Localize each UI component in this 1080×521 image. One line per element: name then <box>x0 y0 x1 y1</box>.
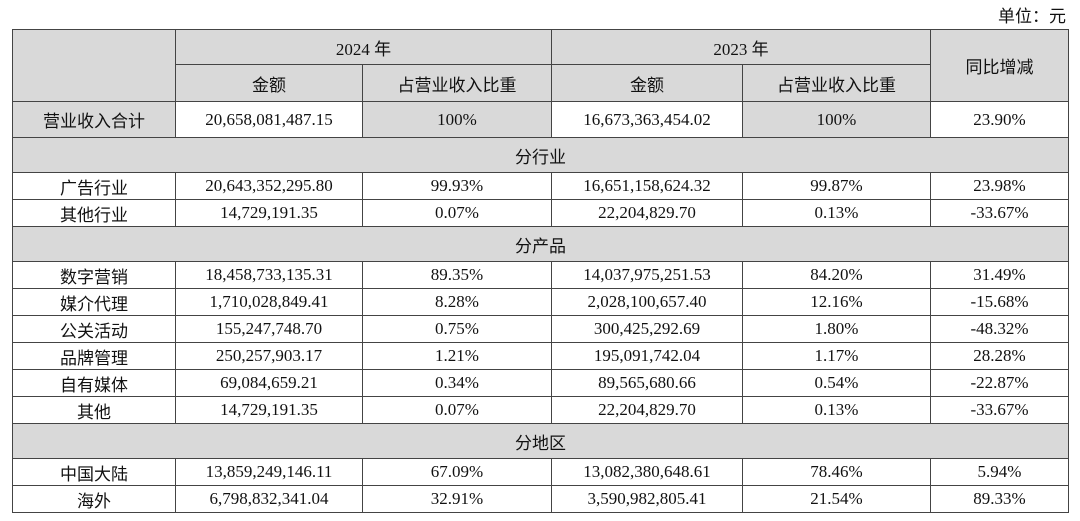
cell: 89,565,680.66 <box>551 369 743 397</box>
header-cell: 金额 <box>551 64 743 102</box>
cell: -22.87% <box>930 369 1069 397</box>
cell: 0.07% <box>362 199 552 227</box>
data-row: 媒介代理 1,710,028,849.41 8.28% 2,028,100,657.4… <box>12 288 1069 316</box>
data-row: 数字营销 18,458,733,135.31 89.35% 14,037,975,25… <box>12 261 1069 289</box>
cell: 99.87% <box>742 172 931 200</box>
cell: 1.21% <box>362 342 552 370</box>
cell: 78.46% <box>742 458 931 486</box>
cell: 18,458,733,135.31 <box>175 261 363 289</box>
row-label: 海外 <box>12 485 176 513</box>
cell: 22,204,829.70 <box>551 396 743 424</box>
cell: 0.34% <box>362 369 552 397</box>
cell: 12.16% <box>742 288 931 316</box>
data-row: 其他 14,729,191.35 0.07% 22,204,829.70 0.13% -3… <box>12 396 1069 424</box>
row-label: 公关活动 <box>12 315 176 343</box>
header-cell: 占营业收入比重 <box>362 64 552 102</box>
cell: -48.32% <box>930 315 1069 343</box>
cell: 20,658,081,487.15 <box>175 101 363 138</box>
row-label: 中国大陆 <box>12 458 176 486</box>
data-row: 公关活动 155,247,748.70 0.75% 300,425,292.69 1.8… <box>12 315 1069 343</box>
cell: 100% <box>742 101 931 138</box>
cell: 1.17% <box>742 342 931 370</box>
cell: 13,859,249,146.11 <box>175 458 363 486</box>
header-cell: 金额 <box>175 64 363 102</box>
row-label: 其他 <box>12 396 176 424</box>
cell: 6,798,832,341.04 <box>175 485 363 513</box>
cell: 28.28% <box>930 342 1069 370</box>
cell: 13,082,380,648.61 <box>551 458 743 486</box>
cell: 14,729,191.35 <box>175 396 363 424</box>
cell: 14,037,975,251.53 <box>551 261 743 289</box>
data-row: 营业收入合计 20,658,081,487.15 100% 16,673,363,45… <box>12 101 1069 138</box>
header-cell: 2024 年 <box>175 29 552 65</box>
cell: -15.68% <box>930 288 1069 316</box>
cell: 0.13% <box>742 199 931 227</box>
cell: 155,247,748.70 <box>175 315 363 343</box>
cell: 31.49% <box>930 261 1069 289</box>
section-row: 分产品 <box>12 226 1069 262</box>
cell: 300,425,292.69 <box>551 315 743 343</box>
cell: -33.67% <box>930 199 1069 227</box>
unit-label: 单位：元 <box>998 7 1066 26</box>
row-label: 广告行业 <box>12 172 176 200</box>
data-row: 广告行业 20,643,352,295.80 99.93% 16,651,158,62… <box>12 172 1069 200</box>
cell: 14,729,191.35 <box>175 199 363 227</box>
cell: 89.35% <box>362 261 552 289</box>
header-cell: 2023 年 <box>551 29 931 65</box>
cell: 2,028,100,657.40 <box>551 288 743 316</box>
cell: 32.91% <box>362 485 552 513</box>
cell: 16,651,158,624.32 <box>551 172 743 200</box>
cell: 250,257,903.17 <box>175 342 363 370</box>
row-label: 媒介代理 <box>12 288 176 316</box>
cell: 1.80% <box>742 315 931 343</box>
cell: 23.90% <box>930 101 1069 138</box>
cell: 0.75% <box>362 315 552 343</box>
data-row: 自有媒体 69,084,659.21 0.34% 89,565,680.66 0.54%… <box>12 369 1069 397</box>
cell: 1,710,028,849.41 <box>175 288 363 316</box>
cell: 69,084,659.21 <box>175 369 363 397</box>
row-label: 其他行业 <box>12 199 176 227</box>
cell: 89.33% <box>930 485 1069 513</box>
cell: 23.98% <box>930 172 1069 200</box>
cell: 20,643,352,295.80 <box>175 172 363 200</box>
row-label: 自有媒体 <box>12 369 176 397</box>
cell: 3,590,982,805.41 <box>551 485 743 513</box>
cell: -33.67% <box>930 396 1069 424</box>
cell: 21.54% <box>742 485 931 513</box>
cell: 99.93% <box>362 172 552 200</box>
cell: 0.07% <box>362 396 552 424</box>
table-body: 2024 年 2023 年 同比增减 金额 占营业收入比重 金额 占营业收入比重… <box>12 29 1069 513</box>
cell: 0.54% <box>742 369 931 397</box>
cell: 67.09% <box>362 458 552 486</box>
cell: 100% <box>362 101 552 138</box>
cell: 22,204,829.70 <box>551 199 743 227</box>
row-label: 品牌管理 <box>12 342 176 370</box>
data-row: 其他行业 14,729,191.35 0.07% 22,204,829.70 0.13%… <box>12 199 1069 227</box>
section-row: 分地区 <box>12 423 1069 459</box>
cell: 8.28% <box>362 288 552 316</box>
row-label: 营业收入合计 <box>12 101 176 138</box>
header-row: 金额 占营业收入比重 金额 占营业收入比重 <box>13 64 1069 102</box>
cell: 16,673,363,454.02 <box>551 101 743 138</box>
header-cell: 占营业收入比重 <box>742 64 931 102</box>
section-row: 分行业 <box>12 137 1069 173</box>
section-cell: 分行业 <box>12 137 1069 173</box>
data-row: 品牌管理 250,257,903.17 1.21% 195,091,742.04 1.1… <box>12 342 1069 370</box>
row-label: 数字营销 <box>12 261 176 289</box>
cell: 5.94% <box>930 458 1069 486</box>
section-cell: 分地区 <box>12 423 1069 459</box>
data-row: 海外 6,798,832,341.04 32.91% 3,590,982,805.41… <box>12 485 1069 513</box>
data-row: 中国大陆 13,859,249,146.11 67.09% 13,082,380,64… <box>12 458 1069 486</box>
cell: 0.13% <box>742 396 931 424</box>
cell: 195,091,742.04 <box>551 342 743 370</box>
header-cell: 同比增减 <box>930 29 1069 102</box>
revenue-table: 2024 年 2023 年 同比增减 金额 占营业收入比重 金额 占营业收入比重… <box>12 29 1069 513</box>
section-cell: 分产品 <box>12 226 1069 262</box>
corner-cell <box>12 29 176 102</box>
header-row: 2024 年 2023 年 同比增减 <box>12 29 1069 102</box>
cell: 84.20% <box>742 261 931 289</box>
